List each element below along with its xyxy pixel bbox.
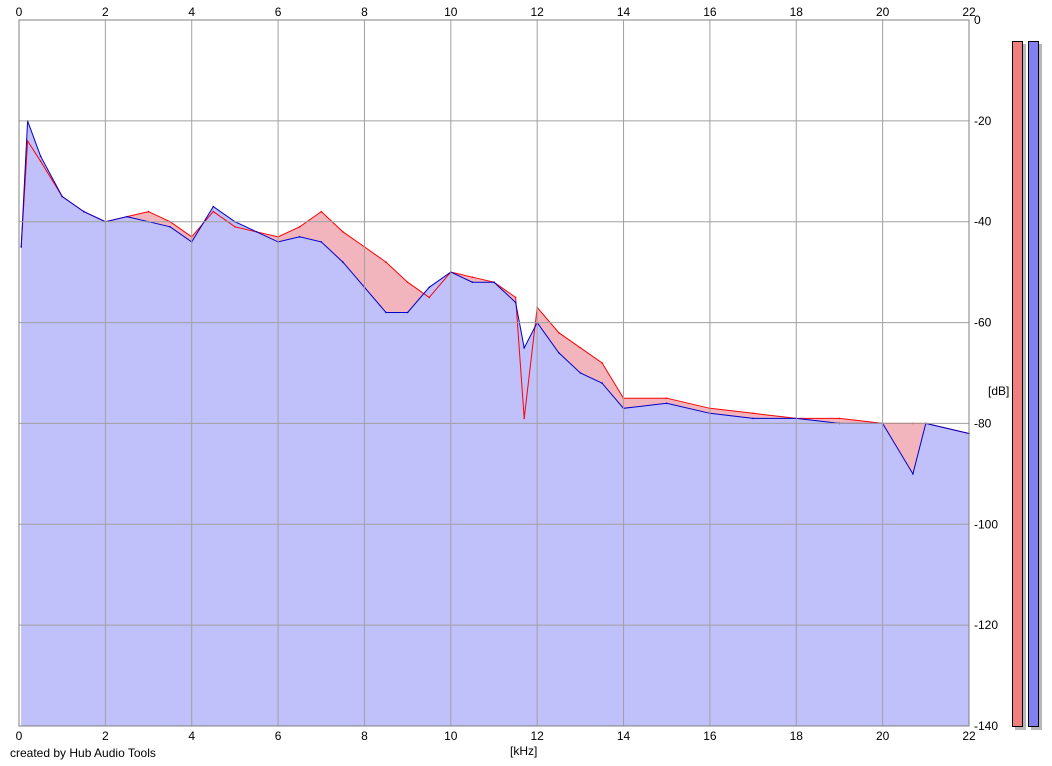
x-tick-label-bottom: 14 <box>617 729 631 743</box>
x-tick-label-top: 10 <box>444 5 458 19</box>
x-tick-label-top: 16 <box>703 5 717 19</box>
right-channel-point <box>255 231 258 233</box>
right-channel-point <box>61 195 63 198</box>
x-tick-label-bottom: 6 <box>275 729 282 743</box>
y-tick-label: -40 <box>974 215 992 229</box>
left-channel-point <box>579 347 582 349</box>
y-tick-label: -20 <box>974 114 992 128</box>
left-channel-level-meter <box>1012 41 1023 727</box>
right-channel-level-meter <box>1028 41 1039 727</box>
x-tick-label-top: 12 <box>531 5 545 19</box>
x-tick-label-top: 14 <box>617 5 631 19</box>
right-channel-point <box>320 241 323 243</box>
right-channel-point <box>523 347 525 349</box>
right-channel-point <box>428 286 431 289</box>
left-channel-point <box>320 210 323 213</box>
right-channel-point <box>298 236 301 238</box>
right-channel-point <box>493 281 495 284</box>
x-tick-label-top: 20 <box>876 5 890 19</box>
right-channel-point <box>169 226 171 228</box>
left-channel-point <box>385 261 387 263</box>
left-channel-point <box>342 231 344 233</box>
right-channel-point <box>665 402 668 405</box>
x-axis-label: [kHz] <box>510 744 538 758</box>
left-channel-point <box>147 210 150 213</box>
right-channel-point <box>126 215 128 218</box>
right-channel-point <box>20 246 23 248</box>
x-tick-label-bottom: 10 <box>444 729 458 743</box>
x-tick-label-bottom: 4 <box>188 729 195 743</box>
x-tick-label-top: 4 <box>188 5 195 19</box>
footer-credit: created by Hub Audio Tools <box>10 746 156 760</box>
y-tick-label: -60 <box>974 316 992 330</box>
left-channel-point <box>752 412 754 415</box>
left-channel-point <box>39 160 42 162</box>
left-channel-point <box>26 140 29 142</box>
left-channel-point <box>838 417 841 420</box>
y-tick-label: 0 <box>974 13 981 27</box>
right-channel-point <box>406 311 409 314</box>
left-channel-point <box>665 397 668 400</box>
x-tick-label-bottom: 2 <box>102 729 109 743</box>
x-tick-label-bottom: 16 <box>703 729 717 743</box>
right-channel-point <box>342 261 344 263</box>
y-tick-label: -120 <box>974 618 998 632</box>
x-tick-label-top: 8 <box>361 5 368 19</box>
right-channel-point <box>912 473 914 475</box>
left-channel-point <box>514 296 517 299</box>
x-tick-label-bottom: 20 <box>876 729 890 743</box>
y-tick-label: -80 <box>974 416 992 430</box>
left-channel-point <box>601 362 603 364</box>
tick-layer: 002244668810101212141416161818202022220-… <box>16 5 999 743</box>
right-channel-point <box>39 155 42 157</box>
left-channel-point <box>298 226 301 228</box>
x-tick-label-bottom: 18 <box>790 729 804 743</box>
right-channel-point <box>212 205 215 208</box>
y-tick-label: -140 <box>974 719 998 733</box>
x-tick-label-top: 22 <box>962 5 976 19</box>
left-channel-point <box>406 281 409 284</box>
x-tick-label-bottom: 12 <box>531 729 545 743</box>
x-tick-label-top: 6 <box>275 5 282 19</box>
x-tick-label-top: 2 <box>102 5 109 19</box>
right-channel-point <box>558 352 560 354</box>
x-tick-label-top: 0 <box>16 5 23 19</box>
right-channel-point <box>601 382 603 384</box>
x-tick-label-bottom: 22 <box>962 729 976 743</box>
left-channel-point <box>428 296 431 299</box>
plot-frame <box>18 19 970 727</box>
right-channel-point <box>514 301 517 304</box>
right-channel-point <box>471 281 474 284</box>
right-channel-point <box>579 372 582 374</box>
x-tick-label-bottom: 8 <box>361 729 368 743</box>
left-channel-line <box>20 139 970 434</box>
left-channel-point <box>234 226 236 228</box>
right-channel-line <box>20 120 970 476</box>
left-channel-point <box>558 331 560 334</box>
y-tick-label: -100 <box>974 517 998 531</box>
right-channel-point <box>83 210 85 213</box>
x-tick-label-top: 18 <box>790 5 804 19</box>
left-channel-point <box>212 210 215 213</box>
right-channel-point <box>752 417 754 420</box>
x-tick-label-bottom: 0 <box>16 729 23 743</box>
left-channel-point <box>523 417 525 420</box>
y-axis-label: [dB] <box>988 384 1010 398</box>
left-channel-point <box>471 276 474 279</box>
right-channel-point <box>385 311 387 314</box>
